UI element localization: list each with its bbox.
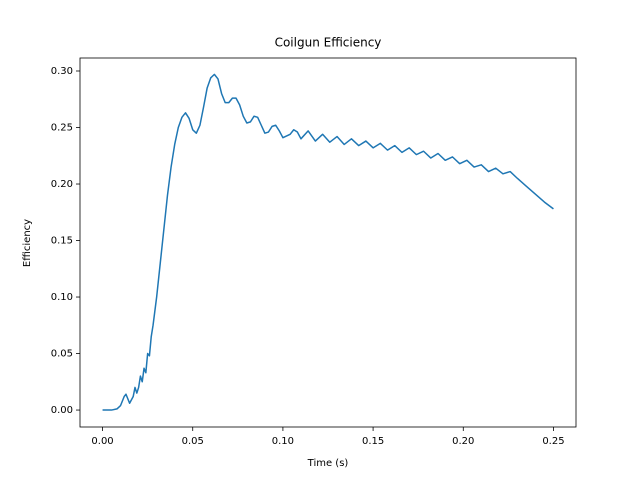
y-tick-label: 0.25: [51, 123, 73, 134]
chart-title: Coilgun Efficiency: [275, 36, 382, 50]
x-tick-label: 0.20: [452, 436, 474, 447]
y-tick-label: 0.05: [51, 349, 73, 360]
x-tick-label: 0.00: [91, 436, 113, 447]
y-axis-label: Efficiency: [22, 219, 33, 267]
y-tick-label: 0.00: [51, 405, 73, 416]
y-tick-label: 0.15: [51, 236, 73, 247]
x-tick-label: 0.25: [542, 436, 564, 447]
x-tick-label: 0.10: [272, 436, 294, 447]
y-tick-label: 0.20: [51, 179, 73, 190]
x-axis-label: Time (s): [307, 458, 349, 469]
y-tick-label: 0.30: [51, 66, 73, 77]
x-tick-label: 0.05: [182, 436, 204, 447]
y-tick-label: 0.10: [51, 292, 73, 303]
x-tick-label: 0.15: [362, 436, 384, 447]
plot-frame: [79, 57, 577, 428]
data-line: [102, 73, 554, 411]
